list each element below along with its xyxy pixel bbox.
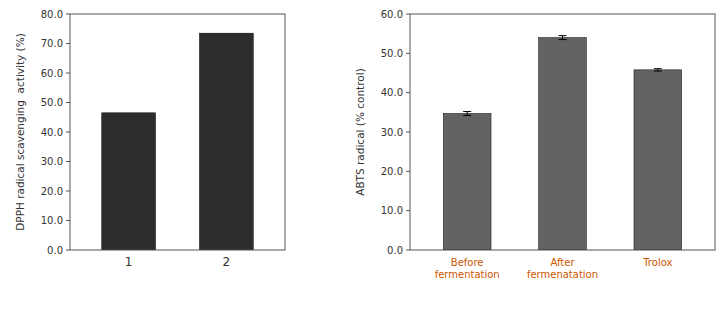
y-tick [406, 171, 410, 172]
bar [443, 114, 491, 250]
x-tick-label-line: Trolox [642, 257, 672, 268]
y-tick-label: 20.0 [381, 166, 403, 177]
y-tick [406, 14, 410, 15]
y-tick [406, 92, 410, 93]
y-tick-label: 50.0 [381, 48, 403, 59]
bar [539, 38, 587, 250]
x-tick-label: Trolox [642, 257, 672, 268]
plot-frame [410, 14, 715, 250]
bar [199, 33, 253, 250]
bars [443, 36, 681, 250]
x-tick-label: 1 [125, 255, 133, 269]
y-tick-label: 40.0 [381, 87, 403, 98]
y-tick-label: 30.0 [41, 156, 63, 167]
bar [102, 113, 156, 250]
x-tick-label-line: 1 [125, 255, 133, 269]
y-tick [66, 43, 70, 44]
error-cap [463, 111, 471, 112]
x-tick-label-line: fermenatation [527, 269, 598, 280]
y-tick-label: 20.0 [41, 186, 63, 197]
y-tick [406, 53, 410, 54]
x-tick-label: Afterfermenatation [527, 257, 598, 280]
error-stem [562, 36, 563, 40]
error-cap [559, 39, 567, 40]
y-axis-label: DPPH radical scavenging activity (%) [14, 33, 26, 231]
y-tick-label: 60.0 [41, 68, 63, 79]
bar [634, 70, 682, 250]
y-tick-label: 50.0 [41, 97, 63, 108]
y-tick [66, 191, 70, 192]
y-tick [66, 73, 70, 74]
y-tick [66, 220, 70, 221]
y-tick-label: 60.0 [381, 9, 403, 20]
y-tick [406, 250, 410, 251]
panel: 0.0 10.0 20.0 30.0 40.0 50.0 60.0 Beforeferment… [354, 9, 715, 281]
y-tick-label: 0.0 [387, 245, 403, 256]
error-cap [463, 115, 471, 116]
y-tick [66, 161, 70, 162]
y-axis-label: ABTS radical (% control) [354, 68, 366, 196]
y-tick [66, 132, 70, 133]
error-cap [654, 68, 662, 69]
plot-frame [70, 14, 285, 250]
y-tick [406, 132, 410, 133]
y-tick-label: 0.0 [47, 245, 63, 256]
y-tick-label: 70.0 [41, 38, 63, 49]
x-tick-label: 2 [223, 255, 231, 269]
y-tick-label: 10.0 [41, 215, 63, 226]
y-tick-label: 40.0 [41, 127, 63, 138]
y-tick [66, 250, 70, 251]
chart-root: 0.0 10.0 20.0 30.0 40.0 50.0 60.0 70.0 80.0 1 2 DPP… [0, 0, 728, 317]
y-tick-label: 80.0 [41, 9, 63, 20]
y-tick [406, 210, 410, 211]
error-bar [463, 112, 471, 116]
y-tick-label: 30.0 [381, 127, 403, 138]
y-tick [66, 102, 70, 103]
y-tick [66, 14, 70, 15]
y-tick-label: 10.0 [381, 205, 403, 216]
x-tick-label-line: Before [451, 257, 484, 268]
error-stem [467, 112, 468, 116]
x-tick-label: Beforefermentation [435, 257, 500, 280]
error-cap [654, 71, 662, 72]
error-bar [559, 36, 567, 40]
x-tick-label-line: 2 [223, 255, 231, 269]
bars [102, 33, 253, 250]
panel: 0.0 10.0 20.0 30.0 40.0 50.0 60.0 70.0 80.0 1 2 DPP… [14, 9, 285, 270]
x-tick-label-line: fermentation [435, 269, 500, 280]
x-tick-label-line: After [550, 257, 575, 268]
error-bar [654, 69, 662, 71]
error-cap [559, 35, 567, 36]
